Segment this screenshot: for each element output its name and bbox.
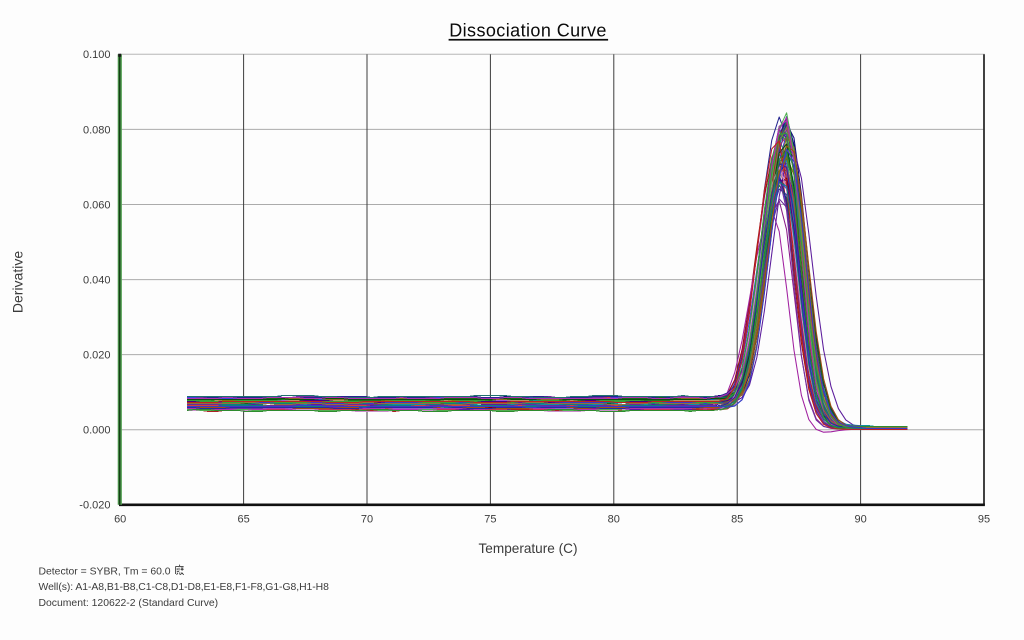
svg-text:Temperature (C): Temperature (C) xyxy=(479,541,578,556)
svg-text:90: 90 xyxy=(854,514,866,526)
svg-text:Detector = SYBR, Tm = 60.0: Detector = SYBR, Tm = 60.0 xyxy=(39,567,171,578)
svg-text:Derivative: Derivative xyxy=(9,251,25,313)
svg-text:85: 85 xyxy=(731,514,743,526)
svg-text:Well(s): A1-A8,B1-B8,C1-C8,D1-: Well(s): A1-A8,B1-B8,C1-C8,D1-D8,E1-E8,F… xyxy=(39,582,330,593)
svg-text:-0.020: -0.020 xyxy=(79,500,110,512)
svg-text:75: 75 xyxy=(484,514,496,526)
svg-text:Dissociation Curve: Dissociation Curve xyxy=(449,20,607,40)
svg-text:0.040: 0.040 xyxy=(83,274,111,286)
svg-text:0.100: 0.100 xyxy=(83,49,111,61)
svg-text:0.060: 0.060 xyxy=(83,199,111,211)
svg-text:95: 95 xyxy=(978,514,990,526)
svg-text:60: 60 xyxy=(114,514,126,526)
svg-text:0.020: 0.020 xyxy=(83,350,111,362)
svg-text:Document: 120622-2 (Standard C: Document: 120622-2 (Standard Curve) xyxy=(39,598,219,609)
svg-text:0.080: 0.080 xyxy=(83,124,111,136)
svg-text:65: 65 xyxy=(237,514,249,526)
svg-text:80: 80 xyxy=(608,514,620,526)
svg-text:70: 70 xyxy=(361,514,373,526)
svg-text:0.000: 0.000 xyxy=(83,425,111,437)
